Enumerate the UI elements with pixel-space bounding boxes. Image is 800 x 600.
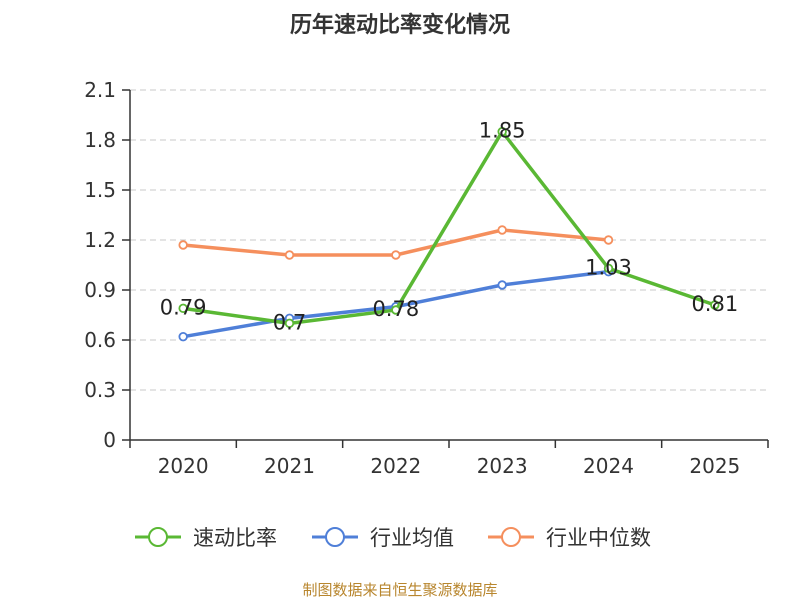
legend-label: 行业中位数 xyxy=(546,526,651,550)
data-point[interactable] xyxy=(497,280,507,290)
legend-label: 速动比率 xyxy=(193,526,277,550)
legend-marker xyxy=(148,527,168,547)
data-label: 0.7 xyxy=(273,310,306,334)
data-point[interactable] xyxy=(497,126,507,137)
y-tick-label: 0.9 xyxy=(84,278,116,302)
source-note: 制图数据来自恒生聚源数据库 xyxy=(302,581,497,599)
data-point[interactable] xyxy=(497,225,507,235)
data-label: 1.85 xyxy=(479,119,526,143)
y-tick-label: 0.3 xyxy=(84,378,116,402)
data-point[interactable] xyxy=(178,331,188,342)
data-point[interactable] xyxy=(710,300,720,310)
legend-item[interactable]: 行业均值 xyxy=(312,526,454,550)
x-tick-label: 2020 xyxy=(158,454,209,478)
x-tick-label: 2024 xyxy=(583,454,634,478)
legend-marker xyxy=(325,527,345,547)
x-tick-label: 2021 xyxy=(264,454,315,478)
grid-lines xyxy=(130,89,768,391)
data-label: 1.03 xyxy=(585,255,632,279)
data-point[interactable] xyxy=(284,250,295,260)
legend-marker xyxy=(501,527,521,547)
data-label: 0.79 xyxy=(160,295,207,319)
data-point[interactable] xyxy=(603,263,614,274)
series-lines xyxy=(178,126,720,342)
legend-item[interactable]: 速动比率 xyxy=(135,526,277,550)
data-labels: 0.79 0.7 0.78 1.85 1.03 0.81 xyxy=(160,119,738,335)
x-tick-label: 2025 xyxy=(689,454,740,478)
chart-title: 历年速动比率变化情况 xyxy=(290,12,510,38)
x-tick-label: 2022 xyxy=(370,454,421,478)
legend-label: 行业均值 xyxy=(370,526,454,550)
legend-item[interactable]: 行业中位数 xyxy=(488,526,651,550)
y-tick-label: 0 xyxy=(103,428,116,452)
data-point[interactable] xyxy=(391,250,401,260)
data-point[interactable] xyxy=(391,305,401,315)
axes: 0 0.3 0.6 0.9 1.2 1.5 1.8 2.1 2020 2021 2022 2023 20… xyxy=(84,78,769,478)
data-point[interactable] xyxy=(178,240,188,250)
data-label: 0.78 xyxy=(372,297,419,321)
series-line xyxy=(182,129,716,326)
data-point[interactable] xyxy=(603,235,614,245)
data-point[interactable] xyxy=(178,303,188,314)
legend: 速动比率 行业均值 行业中位数 xyxy=(135,526,651,550)
y-tick-label: 0.6 xyxy=(84,328,116,352)
data-point[interactable] xyxy=(284,318,295,329)
y-tick-label: 2.1 xyxy=(84,78,116,102)
x-tick-label: 2023 xyxy=(477,454,528,478)
y-tick-label: 1.5 xyxy=(84,178,116,202)
y-tick-label: 1.8 xyxy=(84,128,116,152)
data-label: 0.81 xyxy=(691,292,738,316)
y-tick-label: 1.2 xyxy=(84,228,116,252)
